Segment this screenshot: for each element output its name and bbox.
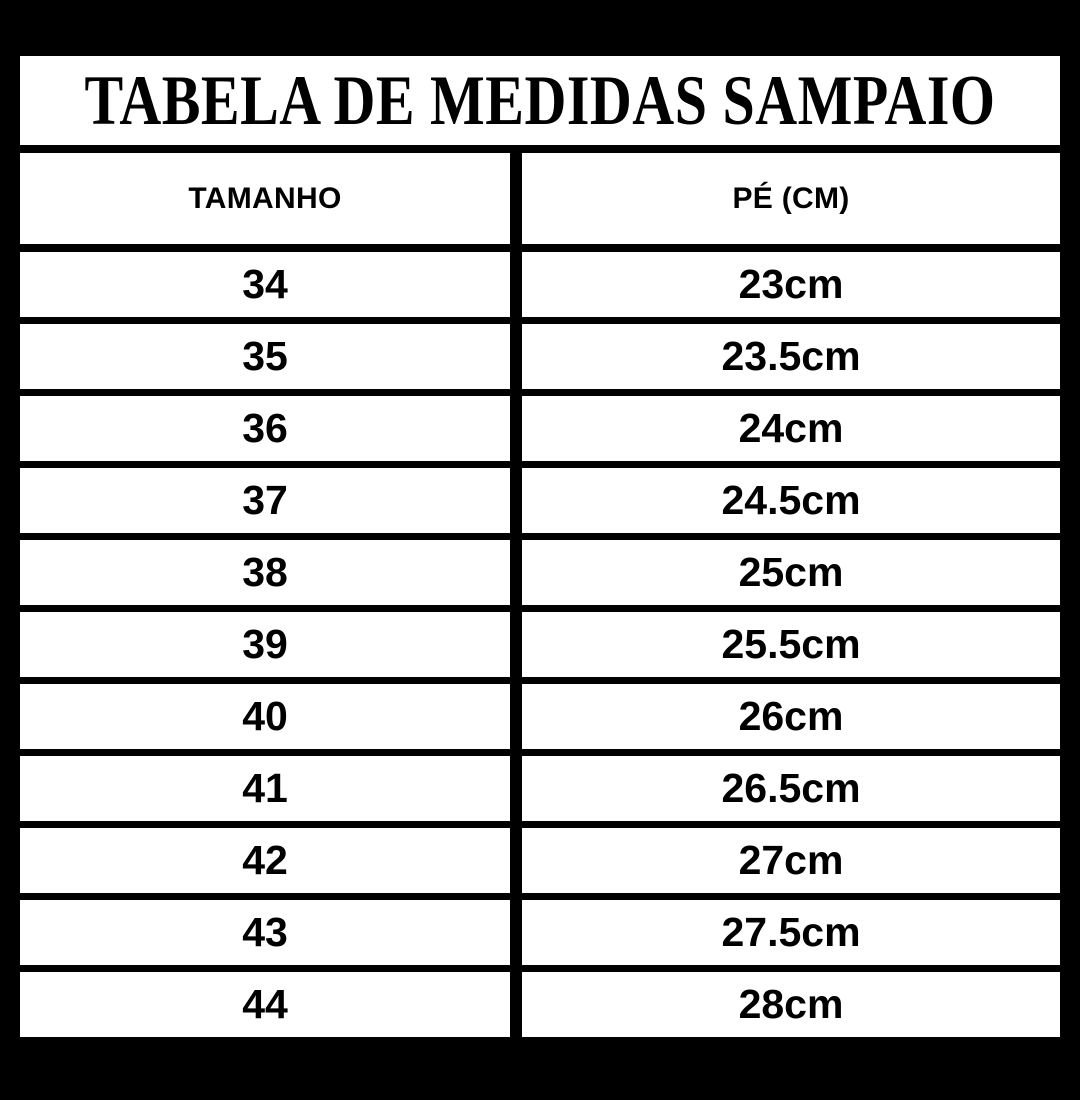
- cell-size-value: 40: [242, 693, 288, 739]
- cell-size: 43: [20, 900, 510, 965]
- table-row: 43 27.5cm: [20, 900, 1060, 965]
- table-row: 38 25cm: [20, 540, 1060, 605]
- table-row: 34 23cm: [20, 252, 1060, 317]
- cell-foot-value: 25cm: [738, 549, 844, 595]
- cell-size-value: 42: [242, 837, 288, 883]
- cell-foot: 25.5cm: [522, 612, 1060, 677]
- cell-foot-value: 25.5cm: [721, 621, 861, 667]
- cell-foot: 24.5cm: [522, 468, 1060, 533]
- table-row: 42 27cm: [20, 828, 1060, 893]
- table-row: 41 26.5cm: [20, 756, 1060, 821]
- cell-foot-value: 24cm: [738, 405, 844, 451]
- cell-size-value: 43: [242, 909, 288, 955]
- column-header-foot: PÉ (CM): [522, 153, 1060, 244]
- cell-size: 39: [20, 612, 510, 677]
- cell-size-value: 41: [242, 765, 288, 811]
- cell-size-value: 35: [242, 333, 288, 379]
- cell-foot: 23cm: [522, 252, 1060, 317]
- cell-size: 34: [20, 252, 510, 317]
- cell-foot-value: 27.5cm: [721, 909, 861, 955]
- size-table: TAMANHO PÉ (CM) 34 23cm 35 23.5cm 3: [20, 153, 1060, 1037]
- cell-size: 35: [20, 324, 510, 389]
- table-row: 40 26cm: [20, 684, 1060, 749]
- cell-size: 36: [20, 396, 510, 461]
- page-title: TABELA DE MEDIDAS SAMPAIO: [84, 60, 996, 140]
- cell-size-value: 38: [242, 549, 288, 595]
- cell-size-value: 34: [242, 261, 288, 307]
- cell-foot: 28cm: [522, 972, 1060, 1037]
- table-header-row: TAMANHO PÉ (CM): [20, 153, 1060, 244]
- cell-foot: 26cm: [522, 684, 1060, 749]
- cell-size: 42: [20, 828, 510, 893]
- table-row: 39 25.5cm: [20, 612, 1060, 677]
- column-header-size: TAMANHO: [20, 153, 510, 244]
- cell-size: 41: [20, 756, 510, 821]
- cell-size: 40: [20, 684, 510, 749]
- cell-foot: 23.5cm: [522, 324, 1060, 389]
- title-banner: TABELA DE MEDIDAS SAMPAIO: [20, 56, 1060, 145]
- cell-foot-value: 26cm: [738, 693, 844, 739]
- cell-foot-value: 23cm: [738, 261, 844, 307]
- cell-foot: 27cm: [522, 828, 1060, 893]
- cell-foot: 25cm: [522, 540, 1060, 605]
- cell-foot-value: 28cm: [738, 981, 844, 1027]
- table-row: 35 23.5cm: [20, 324, 1060, 389]
- cell-foot-value: 23.5cm: [721, 333, 861, 379]
- cell-foot-value: 24.5cm: [721, 477, 861, 523]
- table-row: 36 24cm: [20, 396, 1060, 461]
- cell-size-value: 37: [242, 477, 288, 523]
- cell-size-value: 39: [242, 621, 288, 667]
- cell-size-value: 36: [242, 405, 288, 451]
- cell-foot-value: 26.5cm: [721, 765, 861, 811]
- cell-size: 38: [20, 540, 510, 605]
- column-header-foot-label: PÉ (CM): [732, 181, 850, 215]
- column-header-size-label: TAMANHO: [188, 181, 342, 215]
- cell-size: 44: [20, 972, 510, 1037]
- cell-foot: 24cm: [522, 396, 1060, 461]
- table-row: 37 24.5cm: [20, 468, 1060, 533]
- cell-size: 37: [20, 468, 510, 533]
- cell-foot: 27.5cm: [522, 900, 1060, 965]
- table-row: 44 28cm: [20, 972, 1060, 1037]
- cell-foot-value: 27cm: [738, 837, 844, 883]
- cell-size-value: 44: [242, 981, 288, 1027]
- cell-foot: 26.5cm: [522, 756, 1060, 821]
